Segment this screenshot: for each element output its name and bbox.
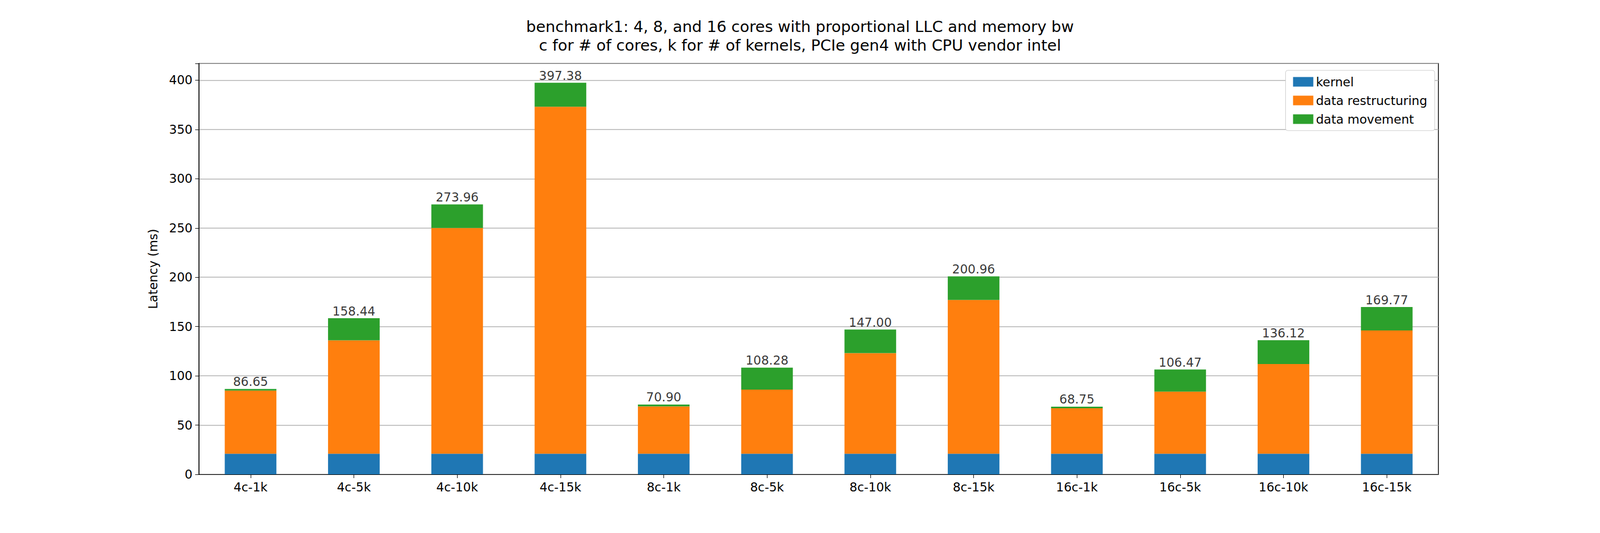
svg-text:Latency (ms): Latency (ms) — [146, 228, 160, 310]
svg-text:200.96: 200.96 — [952, 262, 995, 277]
svg-text:136.12: 136.12 — [1261, 326, 1305, 341]
svg-text:data restructuring: data restructuring — [1315, 93, 1428, 108]
svg-text:data movement: data movement — [1315, 112, 1414, 127]
svg-text:106.47: 106.47 — [1158, 355, 1202, 370]
svg-text:158.44: 158.44 — [332, 304, 375, 319]
svg-text:70.90: 70.90 — [646, 390, 682, 405]
svg-text:8c-1k: 8c-1k — [646, 480, 682, 495]
svg-text:108.28: 108.28 — [745, 353, 789, 368]
svg-text:50: 50 — [177, 418, 193, 433]
svg-text:4c-15k: 4c-15k — [539, 480, 582, 495]
svg-text:4c-5k: 4c-5k — [337, 480, 372, 495]
svg-text:c for # of cores, k for # of k: c for # of cores, k for # of kernels, PC… — [539, 36, 1062, 55]
svg-text:100: 100 — [169, 369, 193, 383]
svg-text:150: 150 — [169, 320, 193, 334]
svg-text:4c-10k: 4c-10k — [436, 480, 479, 495]
svg-text:16c-1k: 16c-1k — [1056, 480, 1099, 495]
svg-text:16c-5k: 16c-5k — [1159, 480, 1202, 495]
svg-text:benchmark1: 4, 8, and 16 cores: benchmark1: 4, 8, and 16 cores with prop… — [526, 17, 1075, 36]
svg-text:250: 250 — [169, 221, 193, 236]
svg-text:169.77: 169.77 — [1365, 293, 1408, 308]
svg-text:16c-10k: 16c-10k — [1258, 480, 1309, 495]
svg-text:300: 300 — [169, 171, 193, 186]
svg-text:0: 0 — [184, 467, 193, 482]
svg-text:8c-5k: 8c-5k — [749, 480, 784, 495]
svg-text:200: 200 — [169, 270, 193, 285]
svg-text:147.00: 147.00 — [849, 315, 892, 330]
svg-text:273.96: 273.96 — [435, 190, 479, 205]
svg-text:86.65: 86.65 — [233, 374, 269, 389]
svg-text:16c-15k: 16c-15k — [1362, 480, 1412, 495]
svg-text:68.75: 68.75 — [1059, 392, 1095, 407]
svg-text:350: 350 — [169, 122, 193, 137]
svg-text:8c-10k: 8c-10k — [849, 480, 892, 495]
svg-text:397.38: 397.38 — [539, 68, 582, 83]
svg-text:kernel: kernel — [1315, 75, 1354, 90]
svg-text:4c-1k: 4c-1k — [233, 480, 268, 495]
svg-text:400: 400 — [169, 73, 193, 87]
svg-text:8c-15k: 8c-15k — [952, 480, 995, 495]
